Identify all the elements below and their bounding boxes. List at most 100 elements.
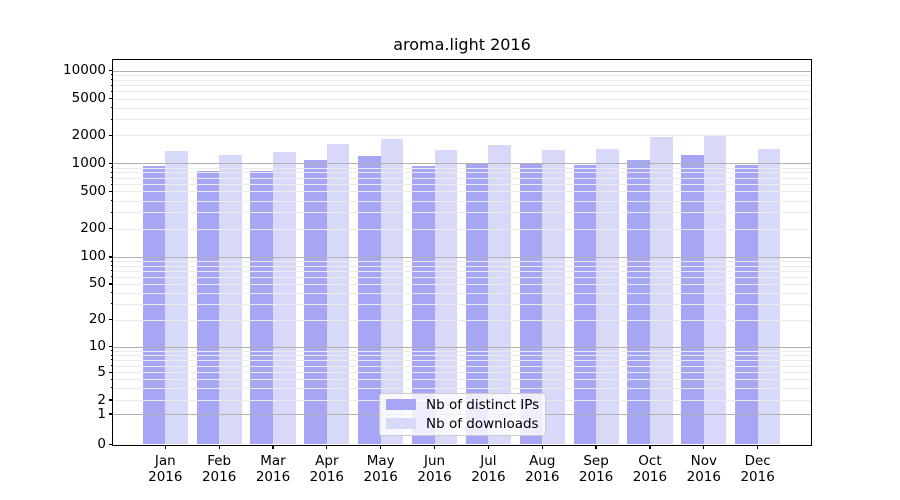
y-minor-tick bbox=[110, 183, 113, 185]
x-tick-year: 2016 bbox=[471, 468, 506, 485]
x-tick-label-dec: Dec 2016 bbox=[728, 453, 788, 485]
bar-distinct-ips-apr bbox=[304, 160, 327, 445]
x-tick-month: Mar bbox=[260, 452, 286, 469]
x-tick-label-feb: Feb 2016 bbox=[189, 453, 249, 485]
y-tick-label: 1000 bbox=[71, 154, 106, 171]
x-tick-year: 2016 bbox=[255, 468, 291, 485]
y-minor-tick bbox=[110, 177, 113, 179]
y-minor-tick bbox=[110, 90, 113, 92]
x-tick-label-may: May 2016 bbox=[351, 453, 411, 485]
bar-downloads-jul bbox=[488, 145, 511, 445]
x-tick-label-apr: Apr 2016 bbox=[297, 453, 357, 485]
x-tick bbox=[218, 444, 220, 449]
y-tick-label: 100 bbox=[80, 248, 106, 265]
x-tick bbox=[757, 444, 759, 449]
y-tick-label: 5000 bbox=[71, 90, 106, 107]
y-minor-tick bbox=[110, 260, 113, 262]
x-tick-year: 2016 bbox=[686, 468, 721, 485]
x-tick bbox=[164, 444, 166, 449]
bars-layer bbox=[113, 60, 811, 445]
x-tick-label-jul: Jul 2016 bbox=[458, 453, 518, 485]
gridline-minor bbox=[113, 261, 811, 262]
gridline-major bbox=[113, 163, 811, 165]
gridline-minor bbox=[113, 177, 811, 179]
y-tick bbox=[108, 134, 113, 137]
gridline-minor bbox=[113, 265, 811, 267]
bar-downloads-dec bbox=[757, 149, 781, 445]
x-tick-year: 2016 bbox=[525, 468, 560, 485]
y-tick bbox=[108, 371, 113, 373]
x-tick-month: Jul bbox=[480, 452, 497, 469]
x-tick-year: 2016 bbox=[740, 468, 775, 485]
chart-title: aroma.light 2016 bbox=[393, 35, 531, 54]
y-tick bbox=[108, 70, 113, 72]
y-tick bbox=[108, 399, 113, 401]
gridline-minor bbox=[113, 355, 811, 356]
x-tick bbox=[380, 444, 382, 449]
gridline-major bbox=[113, 256, 811, 258]
gridline-minor bbox=[113, 270, 811, 272]
bar-distinct-ips-feb bbox=[196, 170, 220, 445]
gridline-minor bbox=[113, 372, 811, 374]
gridline-minor bbox=[113, 365, 811, 367]
y-minor-tick bbox=[110, 354, 113, 356]
bar-distinct-ips-mar bbox=[250, 170, 273, 445]
y-tick bbox=[108, 283, 113, 285]
legend-swatch-distinct-ips bbox=[386, 399, 416, 410]
x-tick-month: Sep bbox=[583, 452, 609, 469]
y-minor-tick bbox=[110, 292, 113, 294]
y-minor-tick bbox=[110, 378, 113, 380]
gridline-minor bbox=[113, 350, 811, 352]
y-minor-tick bbox=[110, 171, 113, 173]
x-tick-label-nov: Nov 2016 bbox=[674, 453, 734, 485]
x-tick-year: 2016 bbox=[363, 468, 398, 485]
y-minor-tick bbox=[110, 365, 113, 367]
gridline-minor bbox=[113, 387, 811, 389]
legend: Nb of distinct IPs Nb of downloads bbox=[379, 392, 546, 436]
x-tick-month: Aug bbox=[529, 452, 556, 469]
y-minor-tick bbox=[110, 265, 113, 267]
x-tick-label-jan: Jan 2016 bbox=[135, 453, 195, 485]
gridline-minor bbox=[113, 319, 811, 321]
x-tick-month: Apr bbox=[315, 452, 339, 469]
gridline-minor bbox=[113, 276, 811, 278]
bar-downloads-jun bbox=[434, 149, 458, 445]
gridline-minor bbox=[113, 172, 811, 174]
y-tick-label: 2000 bbox=[71, 126, 106, 143]
bar-distinct-ips-jul bbox=[465, 163, 489, 445]
x-tick-year: 2016 bbox=[201, 468, 237, 485]
y-minor-tick bbox=[110, 270, 113, 272]
x-tick-month: Oct bbox=[638, 452, 662, 469]
gridline-minor bbox=[113, 107, 811, 109]
bar-downloads-feb bbox=[219, 154, 242, 445]
y-tick bbox=[108, 319, 113, 321]
x-tick-year: 2016 bbox=[417, 468, 452, 485]
grid-layer bbox=[113, 60, 811, 445]
bar-distinct-ips-aug bbox=[519, 162, 543, 445]
gridline-minor bbox=[113, 85, 811, 87]
y-tick-label: 10000 bbox=[63, 62, 106, 79]
x-tick-year: 2016 bbox=[578, 468, 614, 485]
y-tick bbox=[108, 413, 113, 415]
x-tick bbox=[272, 444, 274, 449]
y-tick bbox=[108, 346, 113, 348]
gridline-major bbox=[113, 70, 811, 72]
x-tick-month: Nov bbox=[690, 452, 717, 469]
gridline-minor bbox=[113, 191, 811, 193]
y-minor-tick bbox=[110, 167, 113, 169]
bar-distinct-ips-nov bbox=[681, 155, 704, 445]
bar-distinct-ips-oct bbox=[627, 159, 650, 445]
y-tick-label: 1 bbox=[97, 405, 106, 422]
legend-swatch-downloads bbox=[386, 418, 416, 429]
bar-downloads-may bbox=[380, 139, 404, 445]
gridline-minor bbox=[113, 167, 811, 169]
y-minor-tick bbox=[110, 359, 113, 361]
x-tick-year: 2016 bbox=[632, 468, 668, 485]
gridline-minor bbox=[113, 79, 811, 81]
y-tick-label: 200 bbox=[80, 220, 106, 237]
legend-label-downloads: Nb of downloads bbox=[426, 415, 539, 432]
x-tick-month: Dec bbox=[744, 452, 771, 469]
y-tick bbox=[108, 190, 113, 193]
x-tick-label-sep: Sep 2016 bbox=[566, 453, 626, 485]
